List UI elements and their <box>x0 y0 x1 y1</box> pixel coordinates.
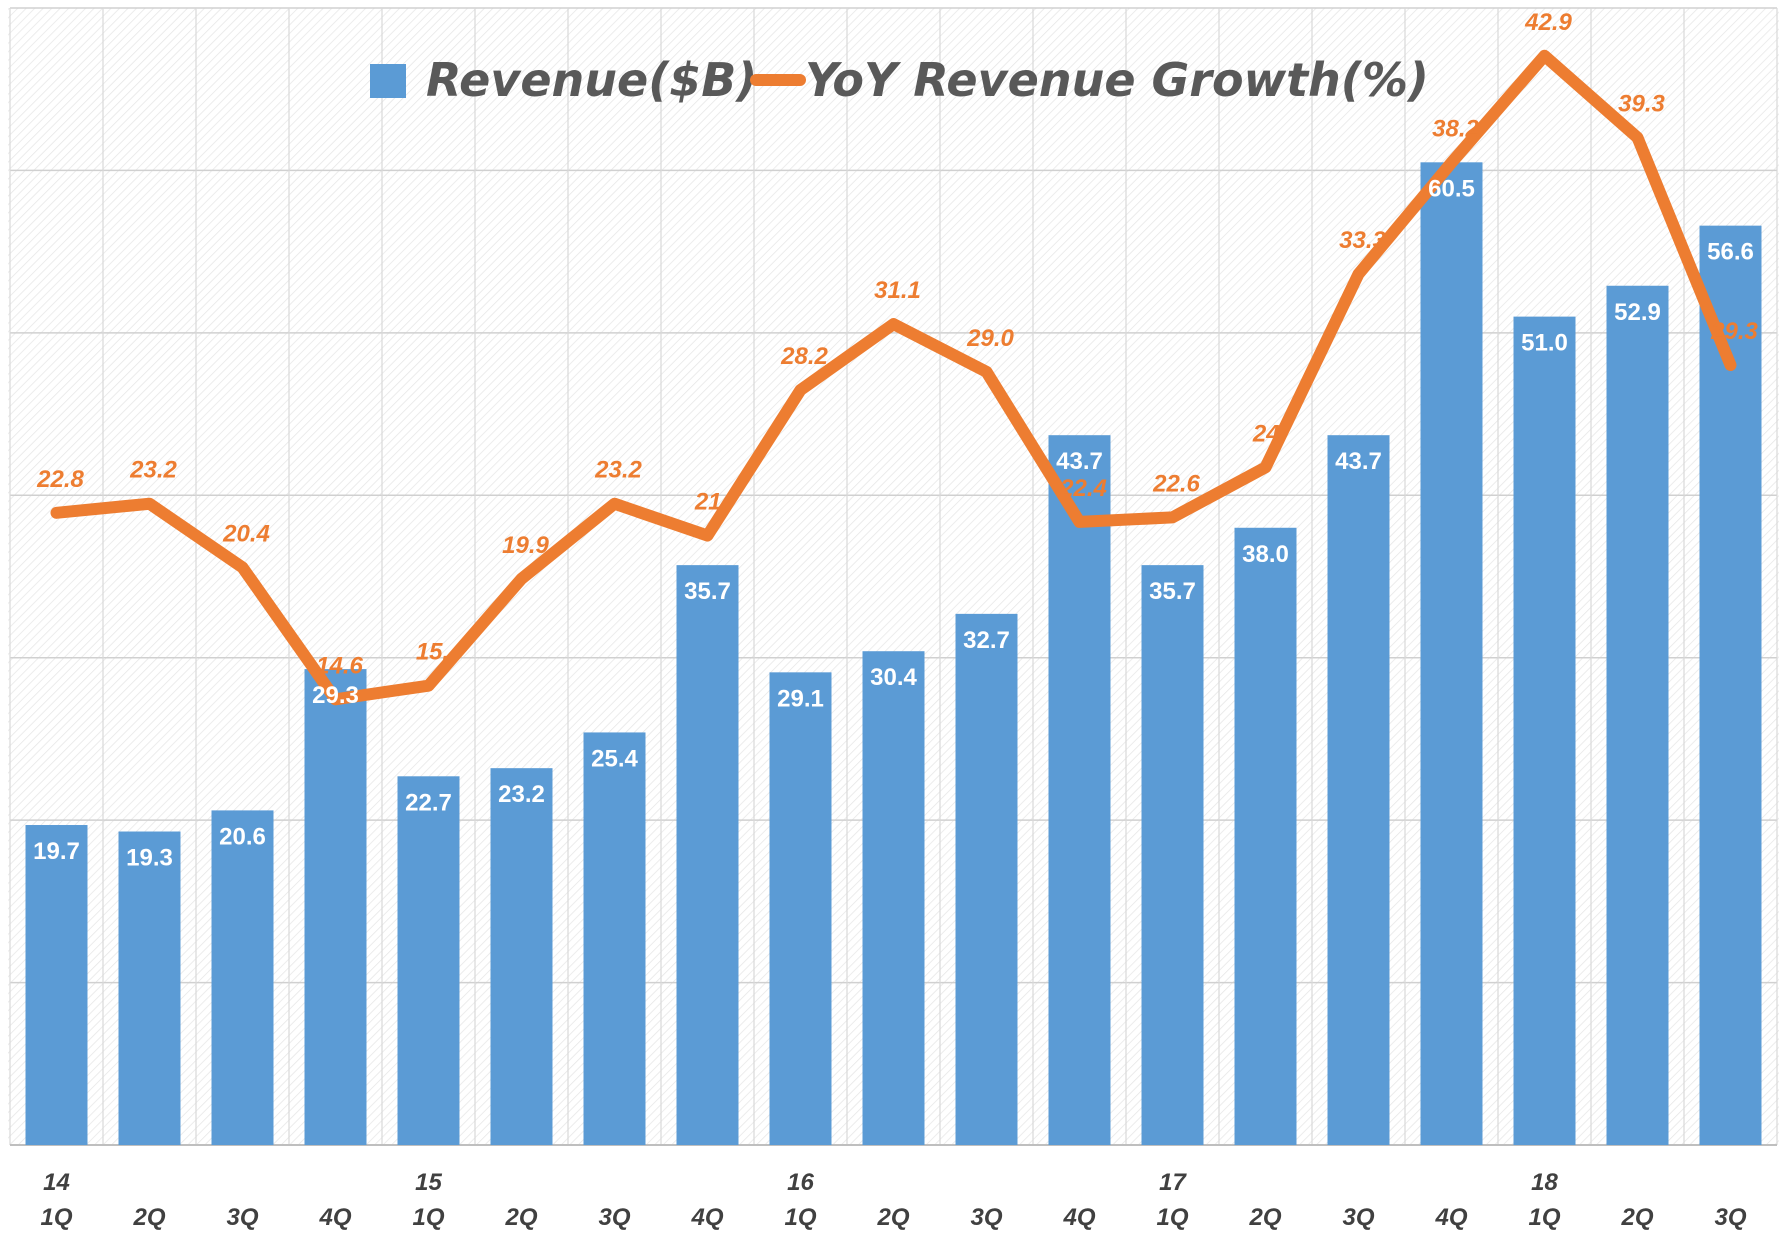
revenue-bar <box>304 669 367 1145</box>
revenue-bar-label: 19.7 <box>33 838 80 865</box>
legend-swatch-revenue <box>370 64 406 98</box>
quarter-tick-label: 1Q <box>40 1204 72 1231</box>
revenue-bar <box>1141 565 1204 1145</box>
revenue-bar-label: 22.7 <box>405 789 452 816</box>
revenue-bar <box>1048 435 1111 1145</box>
revenue-bar <box>583 732 646 1145</box>
legend: Revenue($B) YoY Revenue Growth(%) <box>370 53 1429 107</box>
quarter-tick-label: 4Q <box>1062 1204 1095 1231</box>
growth-data-label: 22.6 <box>1152 470 1200 497</box>
year-tick-label: 15 <box>415 1169 442 1196</box>
growth-data-label: 42.9 <box>1524 9 1572 36</box>
quarter-tick-label: 3Q <box>1342 1204 1374 1231</box>
quarter-tick-label: 2Q <box>1248 1204 1281 1231</box>
growth-data-label: 23.2 <box>594 457 642 484</box>
growth-line <box>50 49 1737 706</box>
quarter-tick-label: 1Q <box>784 1204 816 1231</box>
revenue-bar-label: 43.7 <box>1335 448 1382 475</box>
revenue-bar-label: 20.6 <box>219 823 266 850</box>
revenue-bar-label: 30.4 <box>870 664 917 691</box>
revenue-bars <box>25 162 1762 1146</box>
revenue-bar-label: 60.5 <box>1428 175 1475 202</box>
quarter-tick-label: 1Q <box>1156 1204 1188 1231</box>
revenue-bar <box>955 613 1018 1145</box>
growth-data-label: 23.2 <box>129 457 177 484</box>
revenue-bar-label: 23.2 <box>498 781 545 808</box>
growth-data-label: 38.2 <box>1432 116 1479 143</box>
growth-data-label: 21. <box>694 489 728 516</box>
revenue-bar-label: 52.9 <box>1614 299 1661 326</box>
revenue-bar <box>1420 162 1483 1146</box>
legend-label-growth: YoY Revenue Growth(%) <box>805 53 1429 107</box>
revenue-bar <box>25 825 88 1145</box>
revenue-bar-label: 32.7 <box>963 627 1010 654</box>
growth-data-labels: 22.8 23.2 20.4 14.6 15. 19.9 23.2 21. 28.2 31.1 29… <box>36 9 1758 680</box>
quarter-tick-label: 2Q <box>132 1204 165 1231</box>
growth-data-label: 29.0 <box>966 325 1014 352</box>
growth-data-label: 33.3 <box>1339 227 1386 254</box>
revenue-bar-label: 51.0 <box>1521 330 1568 357</box>
quarter-tick-label: 3Q <box>1714 1204 1746 1231</box>
revenue-bar-label: 43.7 <box>1056 448 1103 475</box>
revenue-bar <box>862 651 925 1145</box>
quarter-tick-label: 1Q <box>1528 1204 1560 1231</box>
revenue-bar-label: 35.7 <box>684 578 731 605</box>
revenue-bar-label: 56.6 <box>1707 239 1754 266</box>
legend-label-revenue: Revenue($B) <box>426 53 757 107</box>
growth-data-label: 22.4 <box>1059 475 1107 502</box>
revenue-bar-label: 25.4 <box>591 745 638 772</box>
growth-data-label: 29.3 <box>1710 318 1758 345</box>
growth-data-label: 39.3 <box>1618 91 1665 118</box>
year-tick-label: 17 <box>1159 1169 1187 1196</box>
revenue-bar <box>676 565 739 1145</box>
revenue-bar-label: 29.1 <box>777 685 824 712</box>
year-tick-label: 18 <box>1531 1169 1558 1196</box>
growth-data-label: 28.2 <box>780 343 828 370</box>
revenue-bar <box>769 672 832 1145</box>
revenue-data-labels: 19.7 19.3 20.6 29.3 22.7 23.2 25.4 35.7 29.1 30.4… <box>33 175 1754 871</box>
growth-data-label: 20.4 <box>222 520 270 547</box>
revenue-bar <box>397 776 460 1145</box>
quarter-tick-label: 4Q <box>690 1204 723 1231</box>
revenue-bar <box>118 831 181 1145</box>
revenue-bar <box>211 810 274 1145</box>
revenue-bar <box>1699 225 1762 1145</box>
quarter-tick-label: 4Q <box>318 1204 351 1231</box>
quarter-tick-label: 1Q <box>412 1204 444 1231</box>
revenue-bar <box>490 768 553 1145</box>
revenue-bar-label: 35.7 <box>1149 578 1196 605</box>
quarter-tick-label: 2Q <box>504 1204 537 1231</box>
x-axis-tick-labels: 14 1Q 2Q 3Q 4Q 15 1Q 2Q 3Q 4Q 16 1Q 2Q 3Q 4Q 17 1Q 2Q 3Q 4Q… <box>40 1169 1746 1231</box>
growth-data-label: 19.9 <box>502 532 549 559</box>
revenue-bar <box>1513 316 1576 1146</box>
revenue-bar <box>1606 285 1669 1145</box>
quarter-tick-label: 3Q <box>598 1204 630 1231</box>
growth-data-label: 31.1 <box>874 277 921 304</box>
growth-data-label: 24. <box>1252 420 1286 447</box>
year-tick-label: 16 <box>787 1169 814 1196</box>
revenue-bar-label: 29.3 <box>312 682 359 709</box>
quarter-tick-label: 3Q <box>226 1204 258 1231</box>
revenue-bar <box>1327 435 1390 1145</box>
revenue-bar-label: 19.3 <box>126 845 173 872</box>
quarter-tick-label: 2Q <box>876 1204 909 1231</box>
growth-data-label: 15. <box>416 639 449 666</box>
growth-data-label: 22.8 <box>36 466 84 493</box>
revenue-bar-label: 38.0 <box>1242 541 1289 568</box>
revenue-bar <box>1234 527 1297 1145</box>
quarter-tick-label: 2Q <box>1620 1204 1653 1231</box>
year-tick-label: 14 <box>43 1169 70 1196</box>
quarter-tick-label: 3Q <box>970 1204 1002 1231</box>
growth-data-label: 14.6 <box>316 652 363 679</box>
quarter-tick-label: 4Q <box>1434 1204 1467 1231</box>
